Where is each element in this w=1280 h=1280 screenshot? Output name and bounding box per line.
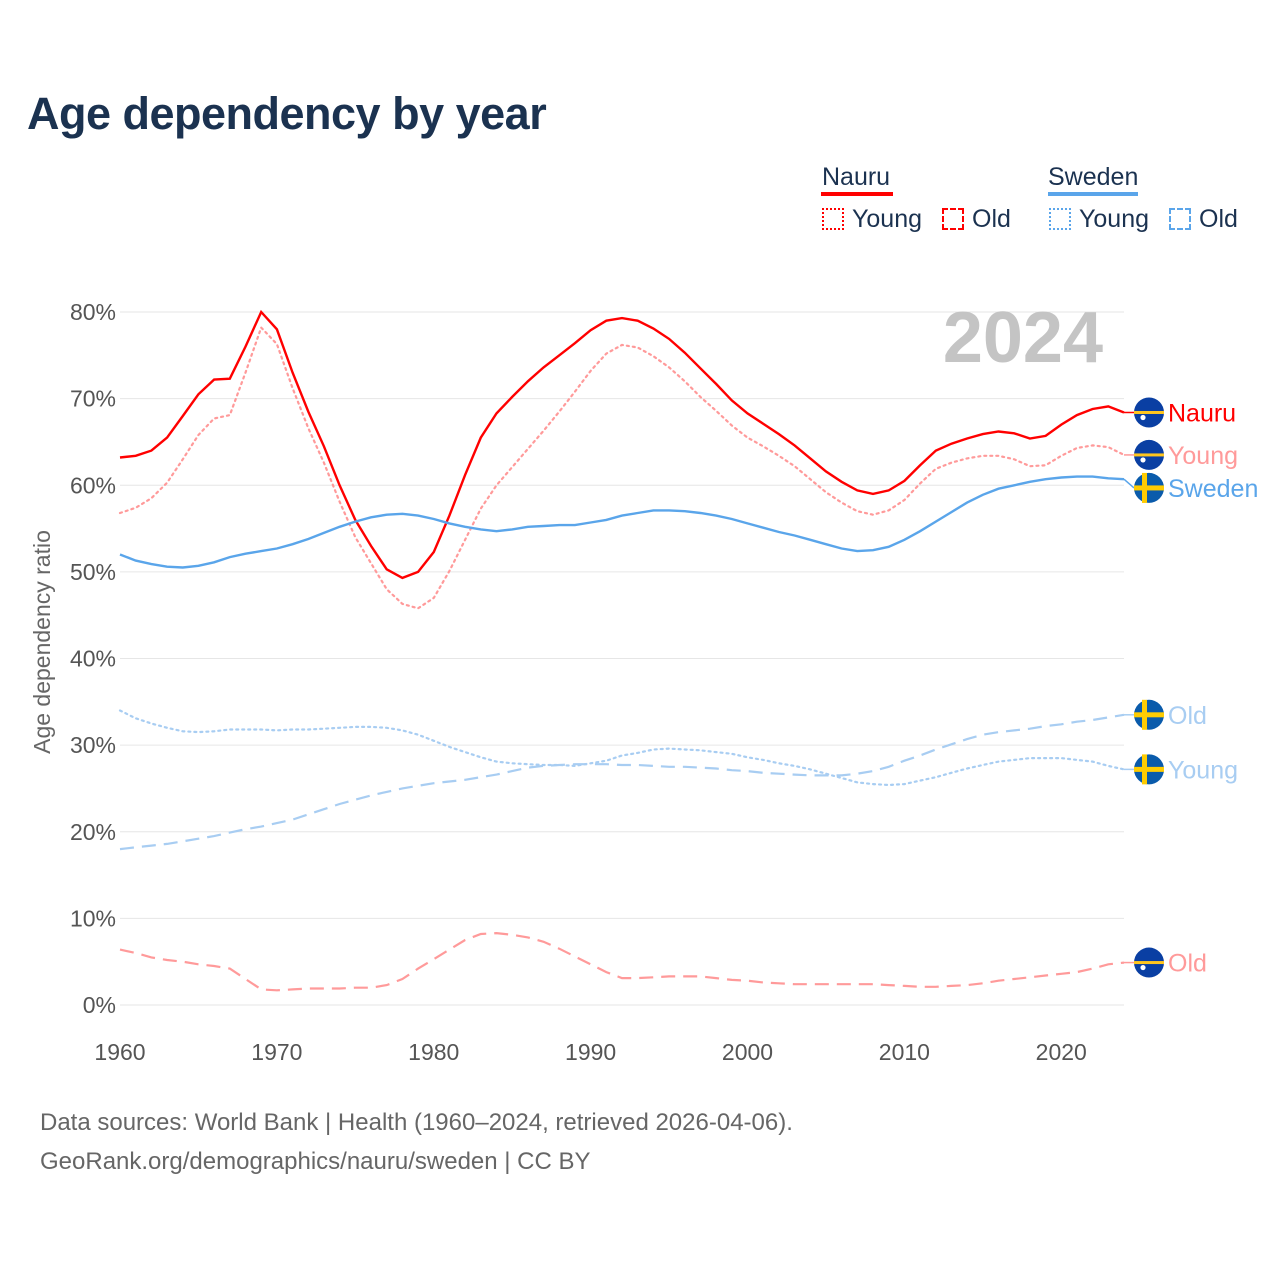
y-tick-label: 30% <box>70 732 116 758</box>
legend-nauru-swatch <box>821 192 893 196</box>
chart-title: Age dependency by year <box>27 88 547 139</box>
footer-credit: GeoRank.org/demographics/nauru/sweden | … <box>40 1148 591 1175</box>
end-label-sweden-old: Old <box>1124 699 1207 730</box>
y-tick-label: 40% <box>70 646 116 672</box>
end-label-text: Young <box>1168 756 1238 784</box>
y-axis-label: Age dependency ratio <box>29 530 55 754</box>
legend-sweden-swatch <box>1048 192 1138 196</box>
legend-sweden-young[interactable]: Young <box>1079 205 1149 233</box>
end-label-text: Old <box>1168 702 1207 730</box>
y-tick-label: 10% <box>70 905 116 931</box>
x-tick-label: 1960 <box>94 1039 145 1065</box>
end-label-text: Nauru <box>1168 399 1236 427</box>
legend-sweden-old[interactable]: Old <box>1199 205 1238 233</box>
series-line-sweden-old[interactable] <box>119 713 1125 851</box>
year-badge: 2024 <box>943 298 1103 378</box>
legend-nauru-old-swatch <box>942 208 964 230</box>
footer-sources: Data sources: World Bank | Health (1960–… <box>40 1109 793 1136</box>
series-line-sweden[interactable] <box>119 475 1125 569</box>
legend-nauru-old[interactable]: Old <box>972 205 1011 233</box>
y-tick-label: 0% <box>83 992 116 1018</box>
legend-sweden-young-swatch <box>1049 208 1071 230</box>
series-line-nauru-old[interactable] <box>119 931 1125 992</box>
end-label-nauru: Nauru <box>1124 397 1236 428</box>
x-tick-label: 1990 <box>565 1039 616 1065</box>
series-line-nauru-young[interactable] <box>118 325 1126 610</box>
end-label-text: Old <box>1168 950 1207 978</box>
end-label-sweden: Sweden <box>1123 472 1258 503</box>
end-label-sweden-young: Young <box>1124 754 1238 785</box>
series-line-sweden-young[interactable] <box>118 709 1126 787</box>
y-tick-label: 80% <box>70 299 116 325</box>
x-tick-label: 2020 <box>1036 1039 1087 1065</box>
series-line-nauru[interactable] <box>119 309 1125 580</box>
x-tick-label: 1970 <box>251 1039 302 1065</box>
x-tick-label: 2010 <box>879 1039 930 1065</box>
x-tick-label: 2000 <box>722 1039 773 1065</box>
y-tick-label: 20% <box>70 819 116 845</box>
end-label-nauru-young: Young <box>1124 439 1238 470</box>
legend-sweden[interactable]: Sweden <box>1048 163 1139 191</box>
y-tick-label: 70% <box>70 386 116 412</box>
y-tick-label: 50% <box>70 559 116 585</box>
end-label-text: Young <box>1168 442 1238 470</box>
y-tick-label: 60% <box>70 472 116 498</box>
legend-nauru-young-swatch <box>822 208 844 230</box>
end-label-text: Sweden <box>1168 475 1258 503</box>
legend-nauru[interactable]: Nauru <box>822 163 891 191</box>
legend-nauru-young[interactable]: Young <box>852 205 922 233</box>
x-tick-label: 1980 <box>408 1039 459 1065</box>
legend-sweden-old-swatch <box>1169 208 1191 230</box>
end-label-nauru-old: Old <box>1124 947 1207 978</box>
